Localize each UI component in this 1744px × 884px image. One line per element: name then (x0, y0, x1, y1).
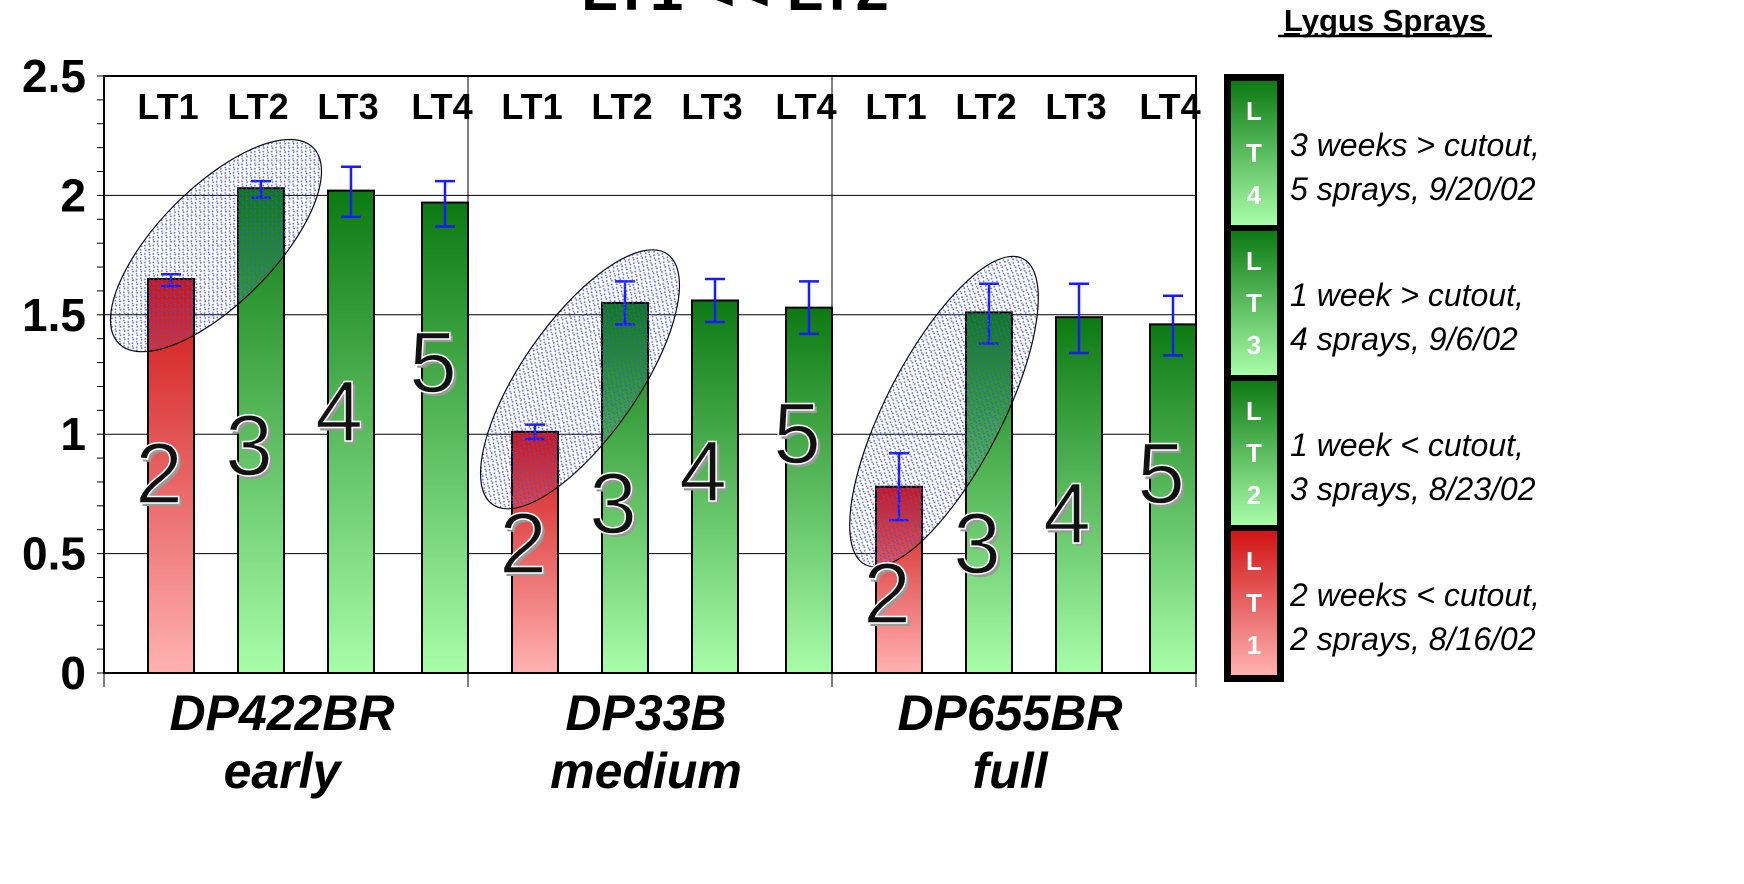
legend-text-line1: 1 week < cutout, (1290, 427, 1524, 463)
highlight-ellipse (109, 138, 323, 353)
legend-swatch-letter: T (1246, 138, 1262, 168)
legend-swatch-letter: 1 (1247, 630, 1261, 660)
treatment-header: LT2 (955, 86, 1016, 127)
group-sublabel: early (224, 743, 343, 799)
spray-count-label: 4 (679, 424, 727, 520)
legend-title: Lygus Sprays (1284, 3, 1486, 38)
y-tick-label: 1.5 (22, 289, 86, 341)
bar (421, 201, 469, 674)
treatment-header: LT1 (137, 86, 198, 127)
legend-swatch (1231, 381, 1277, 525)
highlight-ellipse (849, 255, 1039, 568)
treatment-header: LT4 (411, 86, 472, 127)
legend-swatch-letter: 4 (1247, 180, 1262, 210)
spray-count-label: 3 (953, 496, 1001, 592)
legend-swatch-letter: L (1246, 96, 1262, 126)
spray-count-shadow: 2 (138, 429, 186, 525)
legend-swatch-letter: 3 (1247, 330, 1261, 360)
spray-count-shadow: 4 (1046, 469, 1094, 565)
group-sublabel: full (973, 743, 1049, 799)
legend-text-line2: 2 sprays, 8/16/02 (1289, 621, 1536, 657)
y-tick-label: 2 (60, 169, 86, 221)
bar (1055, 316, 1103, 674)
legend-swatch-letter: 2 (1247, 480, 1261, 510)
bar (327, 189, 375, 674)
y-tick-label: 0 (60, 647, 86, 699)
spray-count-shadow: 4 (318, 367, 366, 463)
spray-count-label: 4 (1043, 466, 1091, 562)
legend-text-line2: 3 sprays, 8/23/02 (1290, 471, 1536, 507)
treatment-header: LT3 (1045, 86, 1106, 127)
treatment-header: LT1 (501, 86, 562, 127)
treatment-header: LT1 (865, 86, 926, 127)
legend-swatch (1231, 81, 1277, 225)
legend-swatch-letter: T (1246, 288, 1262, 318)
spray-count-label: 3 (589, 456, 637, 552)
spray-count-shadow: 5 (1140, 429, 1188, 525)
spray-count-shadow: 3 (592, 459, 640, 555)
legend-swatch-letter: L (1246, 546, 1262, 576)
spray-count-label: 3 (225, 398, 273, 494)
legend-swatch-letter: L (1246, 246, 1262, 276)
spray-count-label: 2 (135, 426, 183, 522)
spray-count-shadow: 3 (228, 401, 276, 497)
treatment-header: LT3 (317, 86, 378, 127)
group-label: DP655BR (897, 685, 1122, 741)
spray-count-label: 5 (1137, 426, 1185, 522)
spray-count-label: 4 (315, 364, 363, 460)
treatment-header: LT4 (1139, 86, 1200, 127)
group-sublabel: medium (550, 743, 742, 799)
bar (1149, 323, 1197, 674)
group-label: DP422BR (169, 685, 394, 741)
highlight-ellipse (479, 249, 681, 510)
legend-swatch-letter: L (1246, 396, 1262, 426)
spray-count-label: 2 (499, 496, 547, 592)
treatment-header: LT3 (681, 86, 742, 127)
spray-count-label: 5 (409, 315, 457, 411)
spray-count-shadow: 2 (866, 549, 914, 645)
spray-count-label: 5 (773, 386, 821, 482)
legend-swatch-letter: T (1246, 588, 1262, 618)
y-tick-label: 0.5 (22, 528, 86, 580)
group-label: DP33B (565, 685, 726, 741)
bar (785, 306, 833, 674)
bar (691, 299, 739, 674)
legend-text-line1: 2 weeks < cutout, (1289, 577, 1540, 613)
legend-text-line2: 4 sprays, 9/6/02 (1290, 321, 1518, 357)
spray-count-label: 2 (863, 546, 911, 642)
legend-text-line2: 5 sprays, 9/20/02 (1290, 171, 1536, 207)
legend-text-line1: 3 weeks > cutout, (1290, 127, 1540, 163)
chart-title: LT1 << LT2 (581, 0, 889, 23)
y-tick-label: 1 (60, 408, 86, 460)
spray-count-shadow: 5 (412, 318, 460, 414)
legend-swatch (1231, 231, 1277, 375)
legend-swatch (1231, 531, 1277, 675)
treatment-header: LT2 (591, 86, 652, 127)
treatment-header: LT4 (775, 86, 836, 127)
spray-count-shadow: 3 (956, 499, 1004, 595)
legend-text-line1: 1 week > cutout, (1290, 277, 1524, 313)
treatment-header: LT2 (227, 86, 288, 127)
spray-count-shadow: 2 (502, 499, 550, 595)
y-tick-label: 2.5 (22, 50, 86, 102)
legend-swatch-letter: T (1246, 438, 1262, 468)
spray-count-shadow: 5 (776, 389, 824, 485)
spray-count-shadow: 4 (682, 427, 730, 523)
